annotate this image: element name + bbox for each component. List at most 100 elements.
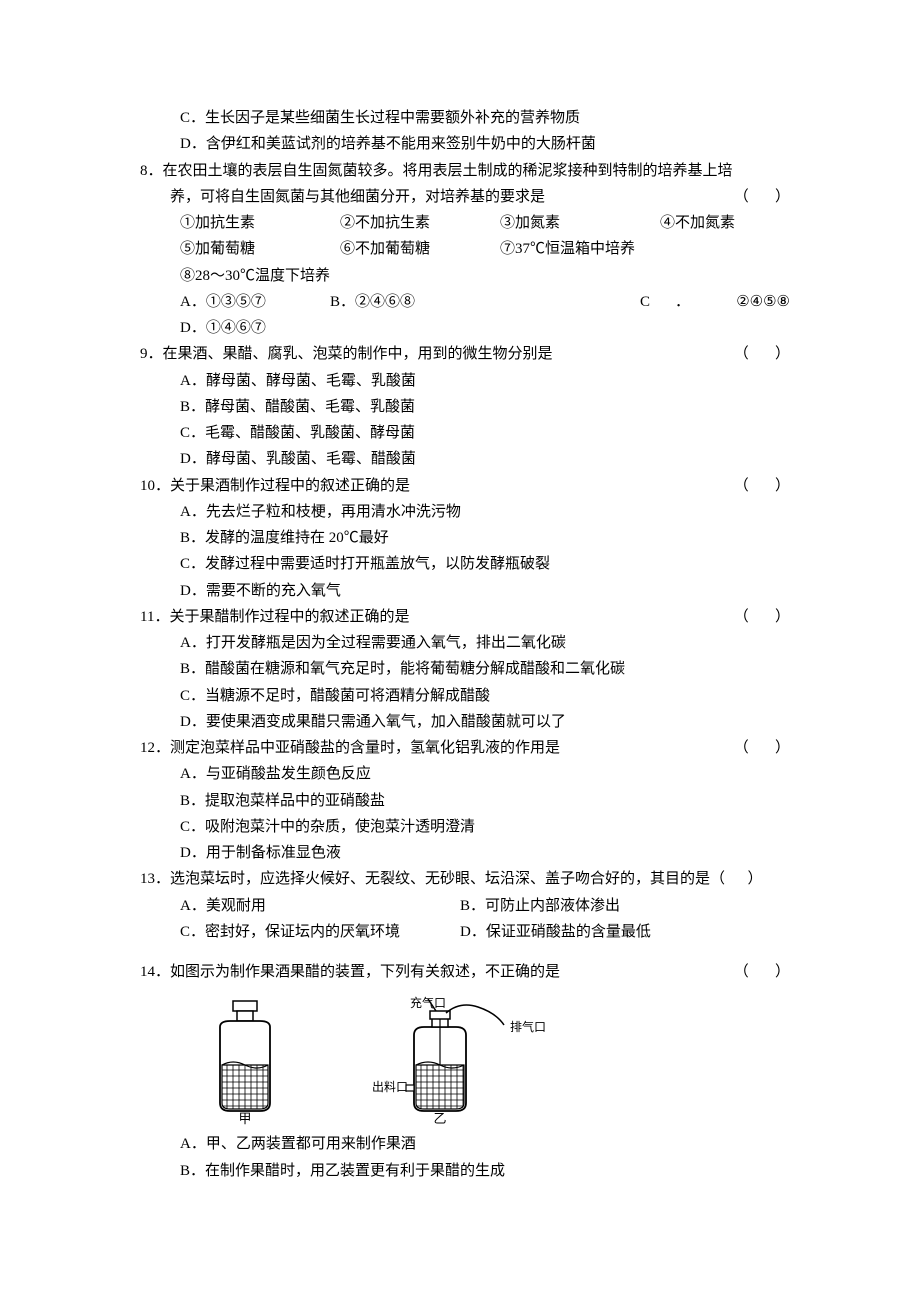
- caption-yi: 乙: [433, 1111, 446, 1125]
- option-text: C．毛霉、醋酸菌、乳酸菌、酵母菌: [180, 420, 415, 446]
- q9-stem: 9． 在果酒、果醋、腐乳、泡菜的制作中，用到的微生物分别是 （ ）: [140, 341, 790, 367]
- condition-5: ⑤加葡萄糖: [180, 236, 340, 262]
- question-number: 8．: [140, 158, 163, 184]
- q12-option-c: C．吸附泡菜汁中的杂质，使泡菜汁透明澄清: [140, 814, 790, 840]
- q14-stem: 14． 如图示为制作果酒果醋的装置，下列有关叙述，不正确的是 （ ）: [140, 959, 790, 985]
- option-c-label: C: [480, 289, 650, 315]
- option-text: B．酵母菌、醋酸菌、毛霉、乳酸菌: [180, 394, 415, 420]
- condition-4: ④不加氮素: [660, 210, 735, 236]
- option-text: C．发酵过程中需要适时打开瓶盖放气，以防发酵瓶破裂: [180, 551, 550, 577]
- q8-conditions-row3: ⑧28～30℃温度下培养: [140, 263, 790, 289]
- condition-8: ⑧28～30℃温度下培养: [180, 263, 330, 289]
- question-number: 13．: [140, 866, 170, 892]
- answer-blank: （ ）: [734, 341, 790, 367]
- q14-option-b: B．在制作果醋时，用乙装置更有利于果醋的生成: [140, 1158, 790, 1184]
- stem-text: 选泡菜坛时，应选择火候好、无裂纹、无砂眼、坛沿深、盖子吻合好的，其目的是（ ）: [170, 866, 763, 892]
- q12-option-a: A．与亚硝酸盐发生颜色反应: [140, 761, 790, 787]
- bottle-yi-icon: 充气口 排气口 出料口 乙: [370, 995, 560, 1125]
- option-text: B．醋酸菌在糖源和氧气充足时，能将葡萄糖分解成醋酸和二氧化碳: [180, 656, 625, 682]
- option-text: A．打开发酵瓶是因为全过程需要通入氧气，排出二氧化碳: [180, 630, 566, 656]
- option-text: B．在制作果醋时，用乙装置更有利于果醋的生成: [180, 1158, 505, 1184]
- option-text: A．先去烂子粒和枝梗，再用清水冲洗污物: [180, 499, 461, 525]
- stem-text: 测定泡菜样品中亚硝酸盐的含量时，氢氧化铝乳液的作用是: [170, 735, 560, 761]
- option-text: A．酵母菌、酵母菌、毛霉、乳酸菌: [180, 368, 416, 394]
- answer-blank: （ ）: [734, 959, 790, 985]
- option-text: D．酵母菌、乳酸菌、毛霉、醋酸菌: [180, 446, 416, 472]
- q11-option-b: B．醋酸菌在糖源和氧气充足时，能将葡萄糖分解成醋酸和二氧化碳: [140, 656, 790, 682]
- q8-conditions-row2: ⑤加葡萄糖 ⑥不加葡萄糖 ⑦37℃恒温箱中培养: [140, 236, 790, 262]
- q13-options-row2: C．密封好，保证坛内的厌氧环境 D．保证亚硝酸盐的含量最低: [140, 919, 790, 945]
- option-text: C．生长因子是某些细菌生长过程中需要额外补充的营养物质: [180, 105, 580, 131]
- q12-stem: 12． 测定泡菜样品中亚硝酸盐的含量时，氢氧化铝乳液的作用是 （ ）: [140, 735, 790, 761]
- option-b: B．②④⑥⑧: [330, 289, 480, 315]
- stem-text: 在果酒、果醋、腐乳、泡菜的制作中，用到的微生物分别是: [163, 341, 553, 367]
- option-a: A．美观耐用: [180, 893, 460, 919]
- q14-option-a: A．甲、乙两装置都可用来制作果酒: [140, 1131, 790, 1157]
- question-number: 11．: [140, 604, 169, 630]
- option-text: D．含伊红和美蓝试剂的培养基不能用来签别牛奶中的大肠杆菌: [180, 131, 596, 157]
- option-d: D．①④⑥⑦: [180, 315, 266, 341]
- question-number: 14．: [140, 959, 170, 985]
- option-text: D．需要不断的充入氧气: [180, 578, 341, 604]
- condition-1: ①加抗生素: [180, 210, 340, 236]
- q10-option-c: C．发酵过程中需要适时打开瓶盖放气，以防发酵瓶破裂: [140, 551, 790, 577]
- q11-option-c: C．当糖源不足时，醋酸菌可将酒精分解成醋酸: [140, 683, 790, 709]
- condition-6: ⑥不加葡萄糖: [340, 236, 500, 262]
- option-text: A．与亚硝酸盐发生颜色反应: [180, 761, 371, 787]
- caption-jia: 甲: [238, 1111, 251, 1125]
- spacer: [140, 945, 790, 959]
- q8-conditions-row1: ①加抗生素 ②不加抗生素 ③加氮素 ④不加氮素: [140, 210, 790, 236]
- option-text: A．甲、乙两装置都可用来制作果酒: [180, 1131, 416, 1157]
- question-number: 12．: [140, 735, 170, 761]
- prev-option-d: D．含伊红和美蓝试剂的培养基不能用来签别牛奶中的大肠杆菌: [140, 131, 790, 157]
- stem-text: 养，可将自生固氮菌与其他细菌分开，对培养基的要求是: [170, 184, 545, 210]
- q8-options-row2: D．①④⑥⑦: [140, 315, 790, 341]
- answer-blank: （ ）: [734, 604, 790, 630]
- answer-blank: （ ）: [734, 473, 790, 499]
- stem-text: 在农田土壤的表层自生固氮菌较多。将用表层土制成的稀泥浆接种到特制的培养基上培: [163, 158, 733, 184]
- option-a: A．①③⑤⑦: [180, 289, 330, 315]
- q10-option-b: B．发酵的温度维持在 20℃最好: [140, 525, 790, 551]
- q8-stem-line1: 8． 在农田土壤的表层自生固氮菌较多。将用表层土制成的稀泥浆接种到特制的培养基上…: [140, 158, 790, 184]
- answer-blank: （ ）: [734, 735, 790, 761]
- condition-7: ⑦37℃恒温箱中培养: [500, 236, 635, 262]
- option-text: C．吸附泡菜汁中的杂质，使泡菜汁透明澄清: [180, 814, 475, 840]
- option-text: D．用于制备标准显色液: [180, 840, 341, 866]
- option-b: B．可防止内部液体渗出: [460, 893, 620, 919]
- q9-option-b: B．酵母菌、醋酸菌、毛霉、乳酸菌: [140, 394, 790, 420]
- question-number: 9．: [140, 341, 163, 367]
- q14-figure-row: 甲 充气口 排气口 出料口: [140, 995, 790, 1125]
- label-fill-port: 充气口: [410, 995, 446, 1010]
- answer-blank: （ ）: [734, 184, 790, 210]
- q12-option-d: D．用于制备标准显色液: [140, 840, 790, 866]
- option-text: B．提取泡菜样品中的亚硝酸盐: [180, 788, 385, 814]
- q10-option-d: D．需要不断的充入氧气: [140, 578, 790, 604]
- q13-options-row1: A．美观耐用 B．可防止内部液体渗出: [140, 893, 790, 919]
- q10-stem: 10． 关于果酒制作过程中的叙述正确的是 （ ）: [140, 473, 790, 499]
- q13-stem: 13． 选泡菜坛时，应选择火候好、无裂纹、无砂眼、坛沿深、盖子吻合好的，其目的是…: [140, 866, 790, 892]
- document-page: C．生长因子是某些细菌生长过程中需要额外补充的营养物质 D．含伊红和美蓝试剂的培…: [0, 0, 920, 1302]
- stem-text: 如图示为制作果酒果醋的装置，下列有关叙述，不正确的是: [170, 959, 560, 985]
- q8-options-row1: A．①③⑤⑦ B．②④⑥⑧ C ． ②④⑤⑧: [140, 289, 790, 315]
- option-text: D．要使果酒变成果醋只需通入氧气，加入醋酸菌就可以了: [180, 709, 566, 735]
- prev-option-c: C．生长因子是某些细菌生长过程中需要额外补充的营养物质: [140, 105, 790, 131]
- q11-stem: 11． 关于果醋制作过程中的叙述正确的是 （ ）: [140, 604, 790, 630]
- q8-stem-line2: 养，可将自生固氮菌与其他细菌分开，对培养基的要求是 （ ）: [140, 184, 790, 210]
- option-c-value: ②④⑤⑧: [736, 289, 790, 315]
- question-number: 10．: [140, 473, 170, 499]
- stem-text: 关于果酒制作过程中的叙述正确的是: [170, 473, 410, 499]
- option-text: B．发酵的温度维持在 20℃最好: [180, 525, 389, 551]
- label-exhaust-port: 排气口: [510, 1019, 546, 1034]
- condition-3: ③加氮素: [500, 210, 660, 236]
- condition-2: ②不加抗生素: [340, 210, 500, 236]
- bottle-jia-icon: 甲: [200, 995, 290, 1125]
- label-outlet: 出料口: [372, 1080, 408, 1094]
- q9-option-a: A．酵母菌、酵母菌、毛霉、乳酸菌: [140, 368, 790, 394]
- q9-option-d: D．酵母菌、乳酸菌、毛霉、醋酸菌: [140, 446, 790, 472]
- option-c: C．密封好，保证坛内的厌氧环境: [180, 919, 460, 945]
- q10-option-a: A．先去烂子粒和枝梗，再用清水冲洗污物: [140, 499, 790, 525]
- q11-option-d: D．要使果酒变成果醋只需通入氧气，加入醋酸菌就可以了: [140, 709, 790, 735]
- stem-text: 关于果醋制作过程中的叙述正确的是: [169, 604, 409, 630]
- q12-option-b: B．提取泡菜样品中的亚硝酸盐: [140, 788, 790, 814]
- option-d: D．保证亚硝酸盐的含量最低: [460, 919, 651, 945]
